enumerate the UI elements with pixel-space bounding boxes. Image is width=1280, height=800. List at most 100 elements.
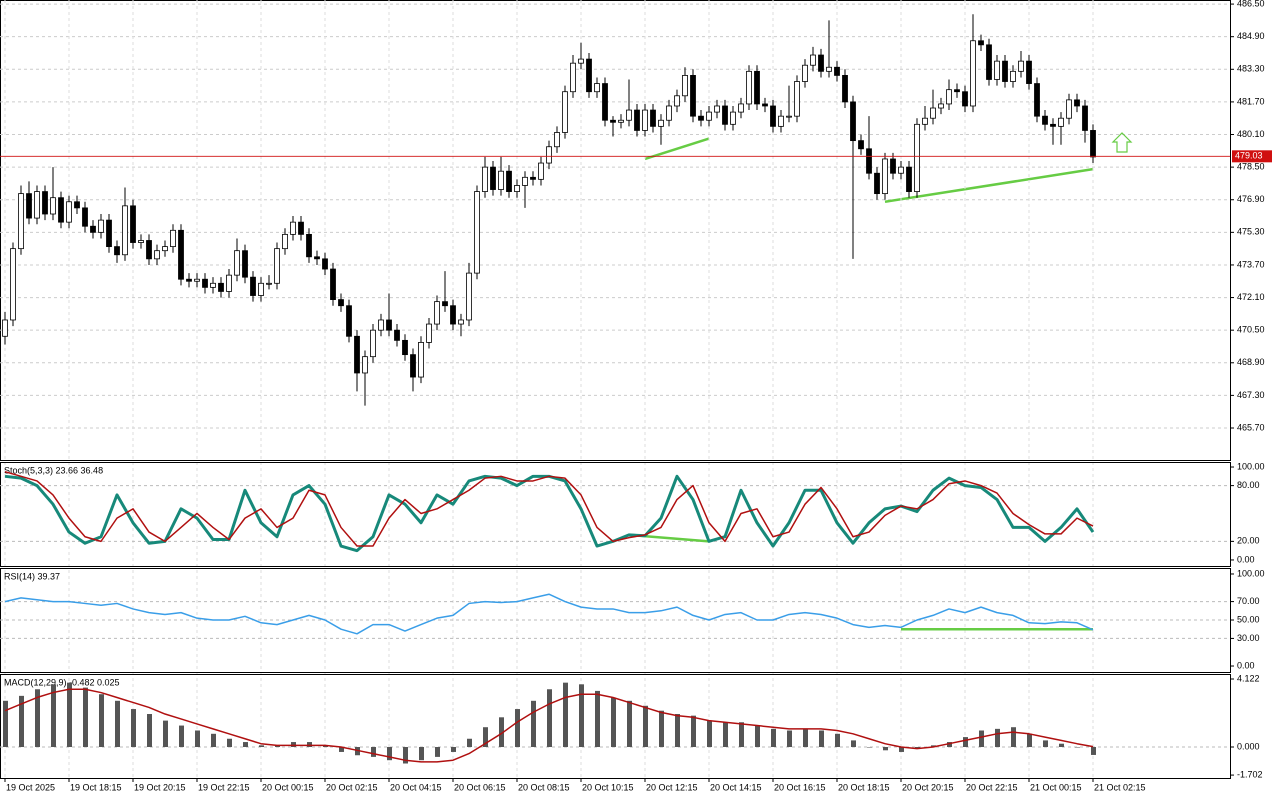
candle-body [962, 91, 968, 107]
candle-body [498, 170, 504, 190]
macd-bar [531, 700, 536, 748]
candle-body [418, 342, 424, 378]
candle-body [738, 103, 744, 113]
candle-body [130, 205, 136, 243]
macd-bar [259, 745, 264, 748]
candle-body [658, 119, 664, 127]
x-tick-label: 20 Oct 10:15 [582, 782, 634, 792]
candle-body [826, 66, 832, 72]
candle-body [682, 75, 688, 97]
candle-body [530, 176, 536, 180]
candle-body [746, 70, 752, 105]
macd-bar [99, 694, 104, 748]
macd-bar [419, 747, 424, 761]
macd-bar [499, 717, 504, 748]
candle-body [874, 172, 880, 195]
macd-bar [1043, 740, 1048, 748]
candle-body [890, 158, 896, 174]
candle-body [522, 176, 528, 186]
candle-body [906, 166, 912, 192]
y-tick-label: 70.00 [1237, 596, 1260, 606]
x-tick-label: 19 Oct 20:15 [134, 782, 186, 792]
panel-frame [0, 674, 1231, 779]
candle-body [114, 246, 120, 256]
macd-bar [83, 687, 88, 748]
candle-body [538, 162, 544, 180]
y-tick-label: 483.30 [1237, 64, 1265, 74]
candle-body [594, 83, 600, 93]
y-tick-label: 465.70 [1237, 422, 1265, 432]
macd-bar [787, 730, 792, 748]
candle-body [762, 103, 768, 107]
macd-bar [899, 747, 904, 752]
candle-body [802, 64, 808, 82]
candle-body [634, 109, 640, 131]
x-tick-label: 20 Oct 14:15 [710, 782, 762, 792]
candle-body [330, 268, 336, 301]
x-tick-label: 20 Oct 08:15 [518, 782, 570, 792]
candle-body [1002, 60, 1008, 82]
macd-bar [435, 747, 440, 757]
candle-body [978, 40, 984, 46]
candle-body [1082, 105, 1088, 131]
y-tick-label: 467.30 [1237, 390, 1265, 400]
macd-bar [403, 747, 408, 764]
candle-body [106, 219, 112, 248]
x-tick-label: 20 Oct 16:15 [774, 782, 826, 792]
x-tick-label: 20 Oct 04:15 [390, 782, 442, 792]
candle-body [882, 158, 888, 195]
candle-body [994, 60, 1000, 80]
y-tick-label: 100.00 [1237, 461, 1265, 471]
macd-bar [227, 738, 232, 748]
candle-body [386, 319, 392, 331]
macd-bar [947, 742, 952, 748]
macd-bar [835, 733, 840, 748]
macd-bar [643, 705, 648, 748]
buy-arrow [1111, 132, 1133, 153]
macd-bar [291, 742, 296, 748]
y-tick-label: 20.00 [1237, 536, 1260, 546]
x-tick-label: 19 Oct 2025 [6, 782, 55, 792]
candle-body [226, 274, 232, 292]
candle-body [842, 75, 848, 103]
x-tick-label: 20 Oct 12:15 [646, 782, 698, 792]
candle-body [274, 248, 280, 284]
candle-body [954, 89, 960, 93]
candle-body [466, 272, 472, 321]
candle-body [482, 166, 488, 192]
macd-bar [675, 714, 680, 748]
macd-bar [579, 684, 584, 748]
candle-body [818, 54, 824, 72]
candle-body [546, 146, 552, 164]
candle-body [1066, 99, 1072, 119]
macd-bar [659, 710, 664, 748]
macd-bar [707, 720, 712, 748]
candle-body [858, 140, 864, 150]
candle-body [834, 66, 840, 76]
macd-bar [723, 722, 728, 748]
candle-body [338, 299, 344, 307]
candle-body [618, 119, 624, 123]
candle-body [434, 301, 440, 325]
candle-body [410, 354, 416, 378]
macd-bar [963, 737, 968, 748]
candle-body [290, 221, 296, 235]
macd-bar [3, 700, 8, 748]
candle-body [698, 115, 704, 121]
candle-body [74, 201, 80, 209]
macd-bar [915, 747, 920, 749]
macd-bar [243, 742, 248, 748]
candle-body [234, 250, 240, 276]
macd-bar [179, 725, 184, 748]
macd-bar [131, 709, 136, 748]
macd-bar [979, 730, 984, 748]
candle-body [370, 329, 376, 358]
candle-body [1050, 123, 1056, 127]
macd-bar [739, 722, 744, 748]
candle-body [314, 256, 320, 260]
macd-bar [307, 742, 312, 748]
candle-body [626, 109, 632, 121]
